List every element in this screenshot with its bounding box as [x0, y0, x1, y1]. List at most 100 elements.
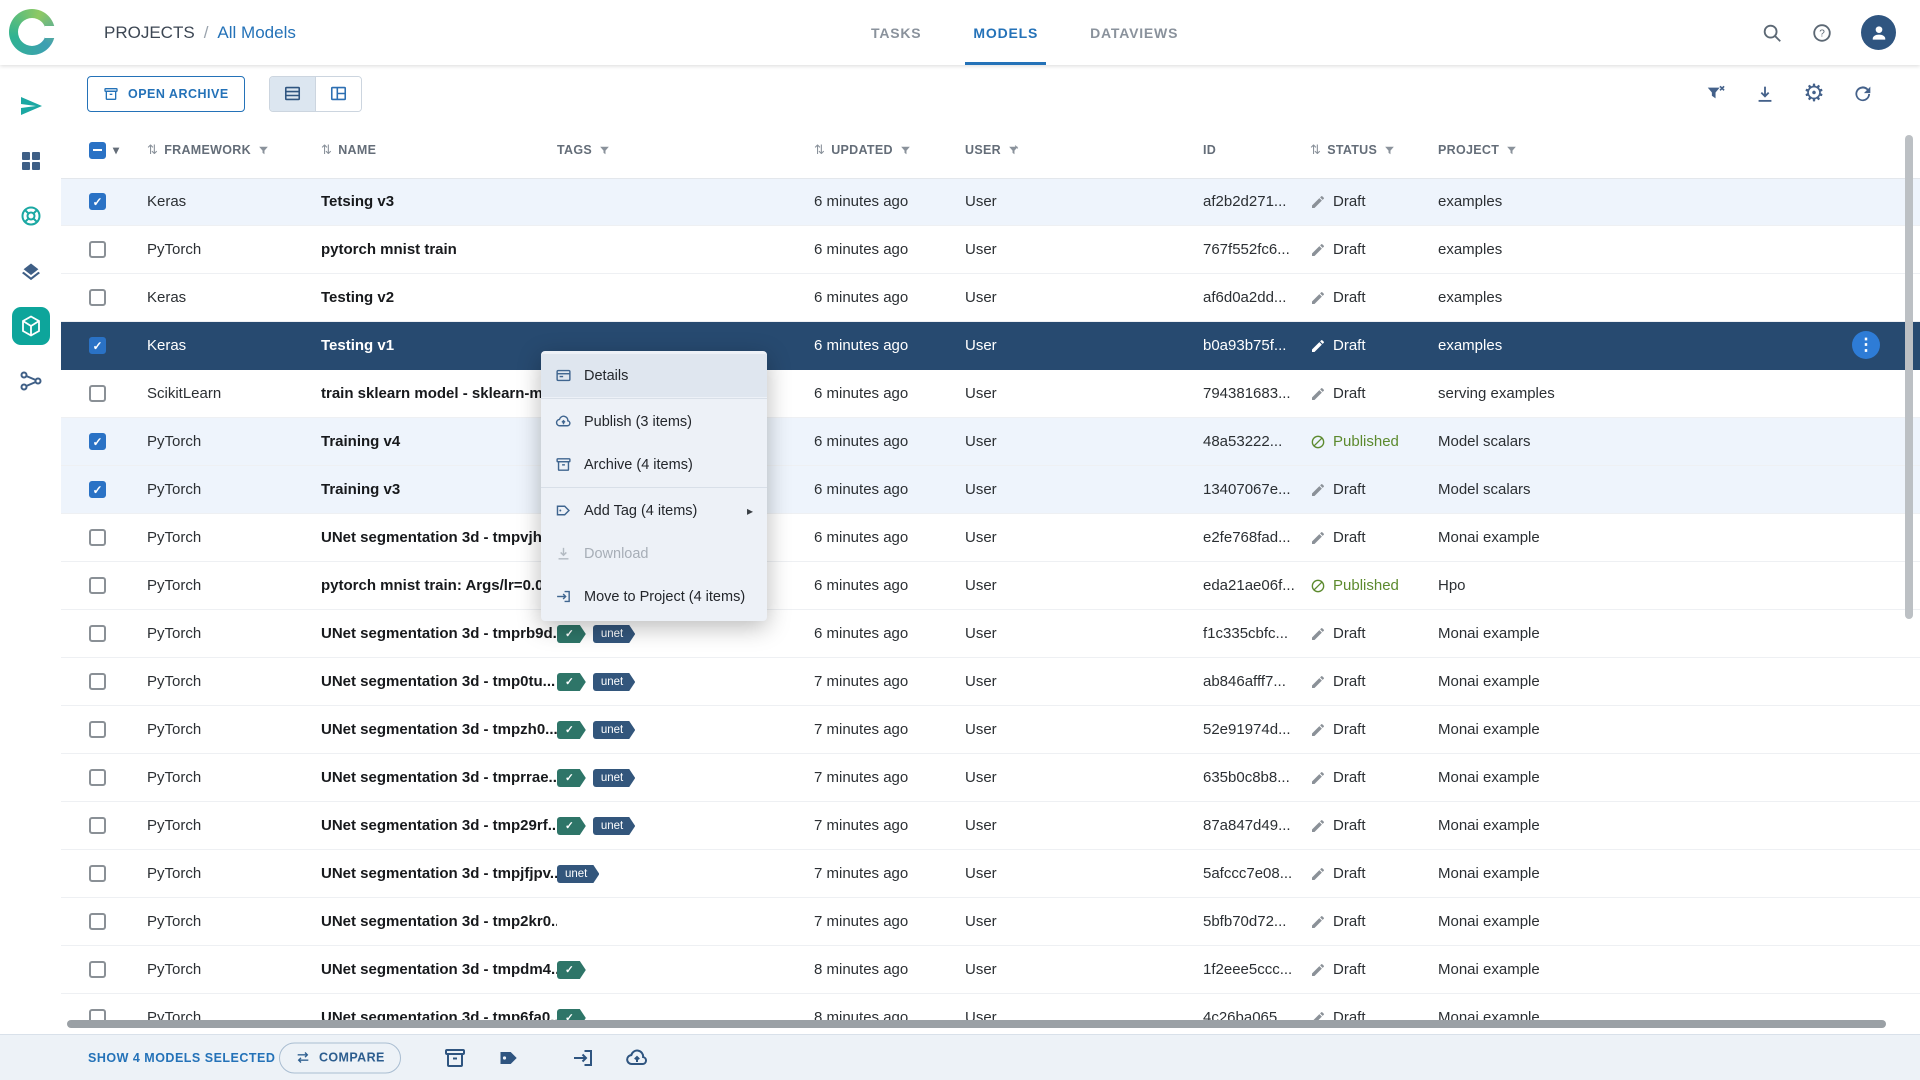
tag-chip[interactable]: unet [557, 865, 599, 883]
card-view-toggle[interactable] [314, 76, 361, 111]
filter-active-icon[interactable] [1007, 144, 1020, 157]
compare-button[interactable]: COMPARE [279, 1042, 401, 1073]
tag-chip[interactable]: unet [593, 673, 635, 691]
tag-chip-check[interactable]: ✓ [557, 625, 586, 643]
sidebar-item-datasets[interactable] [12, 252, 50, 290]
table-row[interactable]: PyTorch pytorch mnist train: Args/lr=0.01… [61, 562, 1920, 610]
footer-move-to-icon[interactable] [571, 1046, 595, 1070]
row-checkbox[interactable] [89, 721, 106, 738]
column-header-framework[interactable]: ⇅ FRAMEWORK [147, 142, 321, 158]
menu-item-details[interactable]: Details [541, 354, 767, 397]
tag-chip-check[interactable]: ✓ [557, 721, 586, 739]
select-all-caret-icon[interactable]: ▾ [113, 143, 120, 157]
column-header-updated[interactable]: ⇅ UPDATED [814, 142, 965, 158]
table-row[interactable]: PyTorch UNet segmentation 3d - tmpzh0... ✓… [61, 706, 1920, 754]
sidebar-item-pipelines[interactable] [12, 362, 50, 400]
row-checkbox[interactable] [89, 433, 106, 450]
table-row[interactable]: PyTorch UNet segmentation 3d - tmp29rf...… [61, 802, 1920, 850]
tab-models[interactable]: MODELS [947, 0, 1064, 65]
tag-chip-check[interactable]: ✓ [557, 817, 586, 835]
row-checkbox[interactable] [89, 817, 106, 834]
table-row[interactable]: PyTorch pytorch mnist train 6 minutes ago U… [61, 226, 1920, 274]
column-header-id[interactable]: ID [1203, 143, 1310, 157]
horizontal-scrollbar[interactable] [67, 1020, 1886, 1028]
sidebar-item-projects[interactable] [12, 142, 50, 180]
sort-icon[interactable]: ⇅ [147, 142, 159, 157]
select-all-checkbox[interactable] [89, 141, 106, 159]
row-checkbox[interactable] [89, 385, 106, 402]
tab-tasks[interactable]: TASKS [871, 24, 922, 41]
tag-chip-check[interactable]: ✓ [557, 1009, 586, 1020]
menu-item-publish[interactable]: Publish (3 items) [541, 400, 767, 443]
filter-icon[interactable] [598, 144, 611, 157]
row-checkbox[interactable] [89, 193, 106, 210]
table-row[interactable]: Keras Testing v1 6 minutes ago User b0a93b75… [61, 322, 1920, 370]
table-row[interactable]: PyTorch Training v3 6 minutes ago User 13407… [61, 466, 1920, 514]
tag-chip[interactable]: unet [593, 625, 635, 643]
sidebar-item-models[interactable] [11, 307, 50, 345]
row-checkbox[interactable] [89, 625, 106, 642]
table-row[interactable]: ScikitLearn train sklearn model - sklearn… [61, 370, 1920, 418]
menu-item-add-tag[interactable]: Add Tag (4 items) ▸ [541, 489, 767, 532]
row-checkbox[interactable] [89, 529, 106, 546]
filter-icon[interactable] [1505, 144, 1518, 157]
column-header-tags[interactable]: TAGS [557, 143, 814, 157]
table-row[interactable]: PyTorch UNet segmentation 3d - tmp0tu... ✓… [61, 658, 1920, 706]
table-row[interactable]: PyTorch UNet segmentation 3d - tmpdm4... ✓… [61, 946, 1920, 994]
tag-chip-check[interactable]: ✓ [557, 769, 586, 787]
table-row[interactable]: PyTorch UNet segmentation 3d - tmpvjhyl..… [61, 514, 1920, 562]
table-row[interactable]: PyTorch Training v4 6 minutes ago User 48a53… [61, 418, 1920, 466]
row-checkbox[interactable] [89, 481, 106, 498]
vertical-scrollbar[interactable] [1905, 135, 1913, 619]
selected-count-label[interactable]: SHOW 4 MODELS SELECTED [88, 1050, 276, 1065]
column-header-project[interactable]: PROJECT [1438, 143, 1920, 157]
row-checkbox[interactable] [89, 673, 106, 690]
row-checkbox[interactable] [89, 241, 106, 258]
filter-icon[interactable] [899, 144, 912, 157]
column-header-status[interactable]: ⇅ STATUS [1310, 142, 1438, 158]
menu-item-archive[interactable]: Archive (4 items) [541, 443, 767, 486]
menu-item-move-to-project[interactable]: Move to Project (4 items) [541, 575, 767, 618]
tag-chip[interactable]: unet [593, 817, 635, 835]
user-avatar[interactable] [1861, 15, 1896, 50]
table-view-toggle[interactable] [269, 76, 315, 111]
row-checkbox[interactable] [89, 1009, 106, 1020]
help-icon[interactable]: ? [1811, 22, 1833, 44]
footer-archive-icon[interactable] [443, 1046, 467, 1070]
row-menu-kebab-button[interactable]: ⋮ [1852, 331, 1880, 359]
table-row[interactable]: PyTorch UNet segmentation 3d - tmprrae...… [61, 754, 1920, 802]
footer-tag-icon[interactable] [497, 1046, 521, 1070]
sort-icon[interactable]: ⇅ [321, 142, 333, 157]
settings-icon[interactable]: ⚙ [1803, 79, 1825, 107]
row-checkbox[interactable] [89, 961, 106, 978]
table-row[interactable]: PyTorch UNet segmentation 3d - tmprb9d...… [61, 610, 1920, 658]
sidebar-item-dashboard[interactable] [12, 87, 50, 125]
sidebar-item-reports[interactable] [12, 197, 50, 235]
row-checkbox[interactable] [89, 337, 106, 354]
tag-chip-check[interactable]: ✓ [557, 961, 586, 979]
search-icon[interactable] [1761, 22, 1783, 44]
breadcrumb-current[interactable]: All Models [217, 22, 296, 42]
filter-icon[interactable] [257, 144, 270, 157]
table-row[interactable]: Keras Testing v2 6 minutes ago User af6d0a2d… [61, 274, 1920, 322]
table-row[interactable]: PyTorch UNet segmentation 3d - tmpjfjpv..… [61, 850, 1920, 898]
menu-item-download[interactable]: Download [541, 532, 767, 575]
row-checkbox[interactable] [89, 769, 106, 786]
column-header-user[interactable]: USER [965, 143, 1203, 157]
table-row[interactable]: Keras Tetsing v3 6 minutes ago User af2b2d27… [61, 178, 1920, 226]
tab-dataviews[interactable]: DATAVIEWS [1090, 24, 1179, 41]
row-checkbox[interactable] [89, 289, 106, 306]
tag-chip[interactable]: unet [593, 769, 635, 787]
table-row[interactable]: PyTorch UNet segmentation 3d - tmp2kr0...… [61, 898, 1920, 946]
row-checkbox[interactable] [89, 865, 106, 882]
row-checkbox[interactable] [89, 577, 106, 594]
footer-publish-icon[interactable] [625, 1046, 649, 1070]
download-icon[interactable] [1754, 83, 1776, 105]
open-archive-button[interactable]: OPEN ARCHIVE [87, 75, 245, 112]
clearml-logo[interactable] [9, 9, 56, 55]
row-checkbox[interactable] [89, 913, 106, 930]
column-header-name[interactable]: ⇅ NAME [321, 142, 557, 158]
tag-chip[interactable]: unet [593, 721, 635, 739]
filter-reset-icon[interactable] [1705, 83, 1727, 105]
tag-chip-check[interactable]: ✓ [557, 673, 586, 691]
